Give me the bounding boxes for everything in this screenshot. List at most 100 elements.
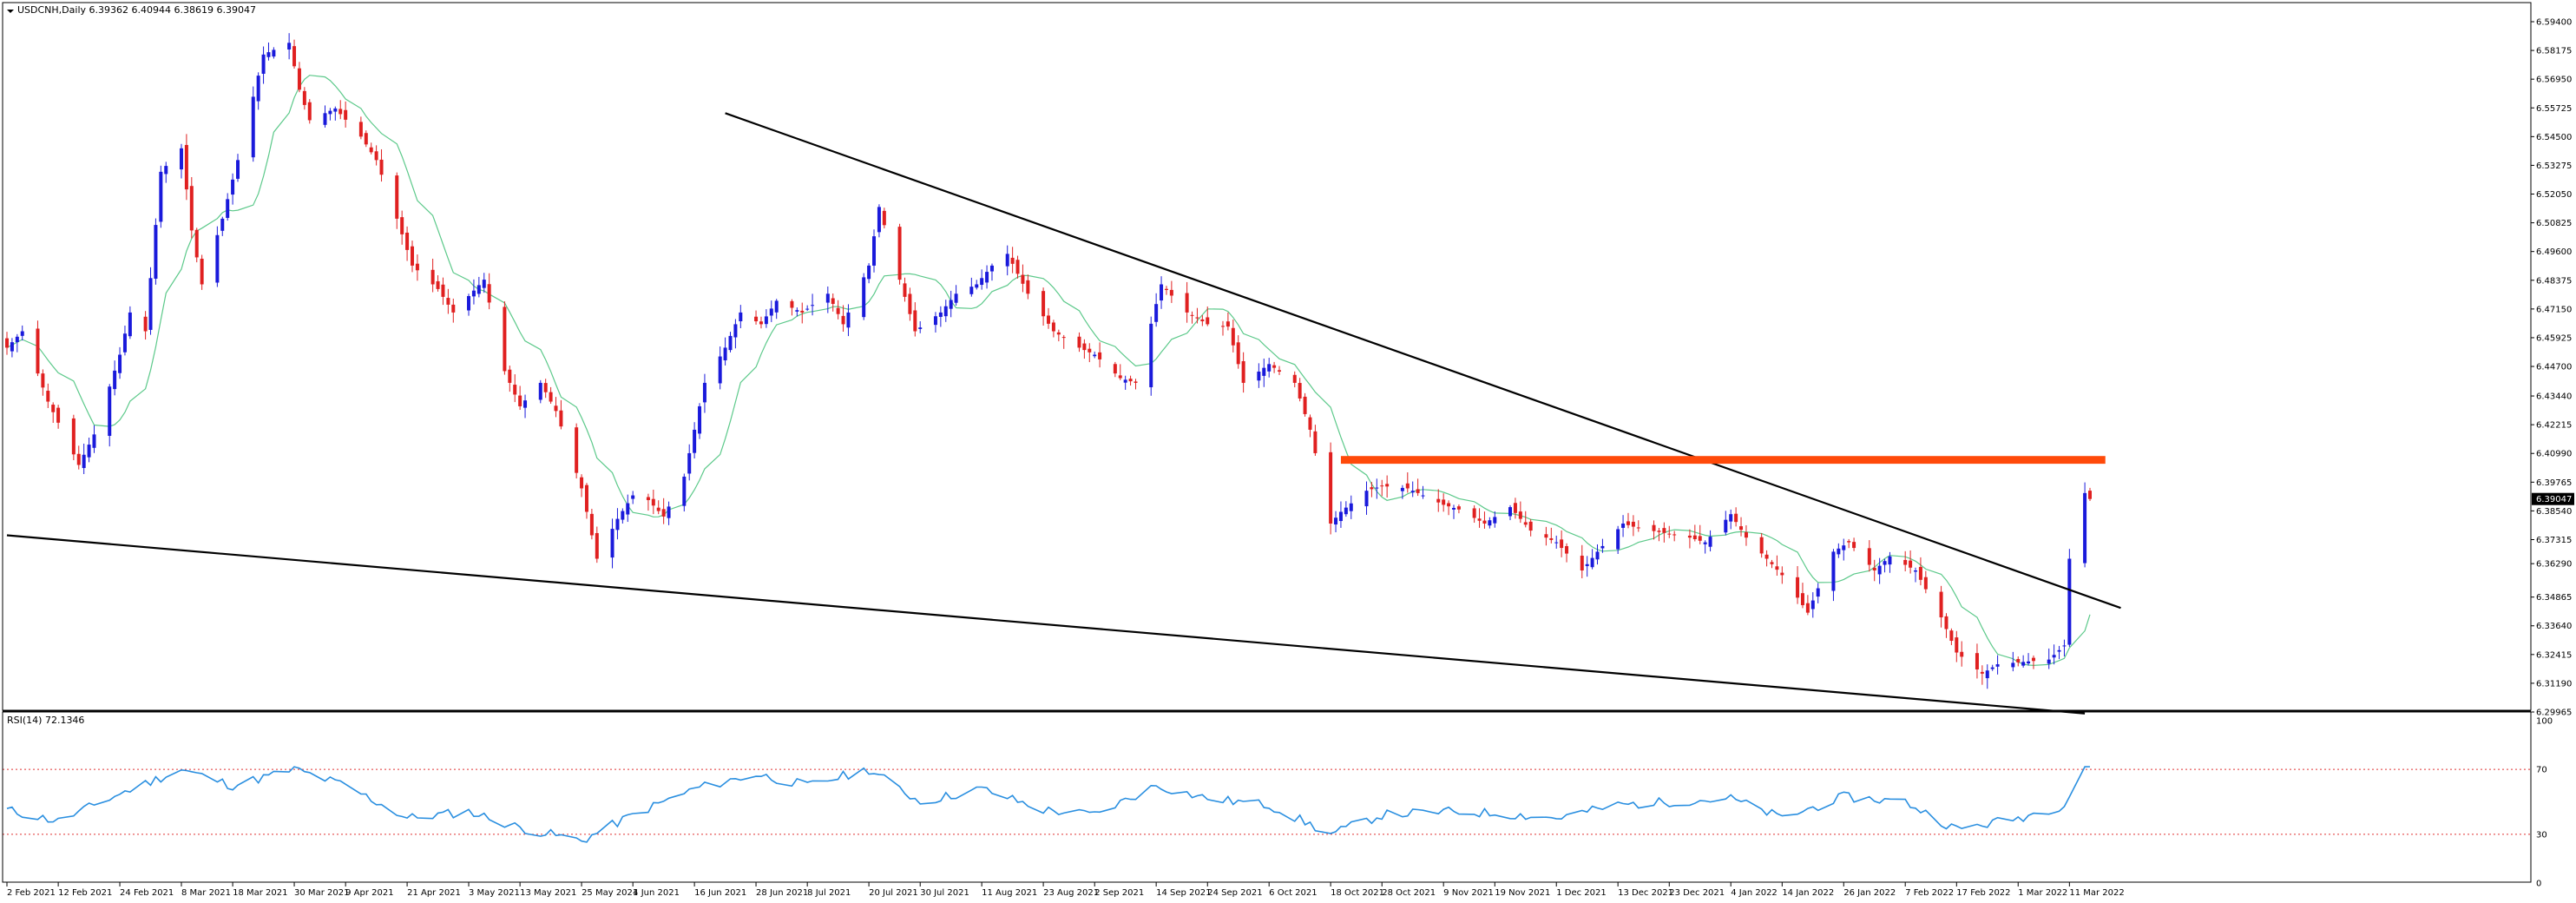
candle-body <box>1955 637 1959 653</box>
candle-body <box>933 316 937 326</box>
candle-body <box>1077 336 1081 348</box>
candle-body <box>903 283 907 297</box>
candle <box>2083 482 2087 568</box>
time-tick-label: 18 Oct 2021 <box>1331 888 1384 898</box>
candle <box>1278 366 1282 375</box>
candle <box>1698 524 1702 544</box>
candle-body <box>379 159 384 175</box>
candle-body <box>231 179 235 195</box>
candle <box>415 254 419 281</box>
candle-body <box>36 328 40 374</box>
candle-body <box>1154 304 1159 322</box>
candle-body <box>10 342 14 352</box>
candle <box>1872 559 1876 582</box>
candle-body <box>554 405 558 412</box>
candle <box>1914 567 1918 583</box>
time-tick-label: 19 Nov 2021 <box>1495 888 1550 898</box>
resistance-zone <box>1340 456 2106 465</box>
candle-body <box>1338 511 1343 522</box>
candle <box>543 379 548 399</box>
candle <box>76 445 81 470</box>
candle-body <box>1329 452 1333 524</box>
candle-body <box>918 327 923 329</box>
candle <box>1734 507 1738 527</box>
candle-body <box>1508 507 1513 517</box>
candle-body <box>1160 284 1164 301</box>
candle-body <box>862 277 866 318</box>
candle-body <box>1990 667 1994 669</box>
candle-body <box>841 315 845 325</box>
candle-body <box>631 495 635 499</box>
candle-body <box>980 278 984 286</box>
candle <box>1056 329 1061 342</box>
candle-body <box>2057 649 2061 652</box>
candle <box>1621 515 1626 537</box>
candle-body <box>1518 511 1522 519</box>
candle <box>236 154 240 182</box>
candle <box>379 148 384 182</box>
candle <box>1400 484 1404 499</box>
candle-body <box>718 356 722 384</box>
candle-body <box>913 310 917 332</box>
candle-body <box>682 476 687 506</box>
candle <box>87 437 91 463</box>
candle-body <box>1544 534 1548 538</box>
candle <box>1380 479 1384 497</box>
candle <box>584 483 588 519</box>
candle-body <box>1698 536 1702 541</box>
price-tick-label: 6.31190 <box>2536 679 2572 689</box>
candle <box>1585 556 1589 577</box>
candle <box>1206 306 1210 326</box>
candle-body <box>400 217 404 234</box>
candle <box>46 383 50 408</box>
candle <box>395 172 399 229</box>
candle-body <box>261 54 266 74</box>
candle <box>1692 524 1697 542</box>
candle <box>1313 425 1318 456</box>
time-tick-label: 11 Mar 2022 <box>2069 888 2124 898</box>
candle <box>943 300 948 322</box>
chevron-down-icon[interactable] <box>7 10 14 13</box>
candle-body <box>1662 528 1666 533</box>
candle-body <box>159 171 163 222</box>
candle <box>287 33 292 60</box>
candle-body <box>1195 317 1199 319</box>
candle-body <box>1493 517 1497 524</box>
candle-body <box>1047 315 1050 324</box>
candle-body <box>693 429 697 453</box>
candle <box>1672 531 1677 542</box>
candle <box>369 142 373 155</box>
candle <box>831 293 835 312</box>
candle <box>400 210 404 245</box>
candle <box>2088 487 2092 502</box>
candle <box>5 332 9 355</box>
candle-body <box>251 96 255 158</box>
candle-body <box>2067 558 2072 645</box>
candle-body <box>1134 381 1138 383</box>
candle-body <box>358 122 363 137</box>
candle-body <box>949 300 953 309</box>
candle-body <box>2062 645 2067 647</box>
candle-body <box>723 347 727 361</box>
candle <box>108 384 112 447</box>
candle <box>903 277 907 302</box>
candle-body <box>1349 503 1353 511</box>
candle-body <box>369 147 373 153</box>
candle <box>1200 315 1205 326</box>
candle <box>1780 566 1784 584</box>
candle <box>1626 512 1630 529</box>
candle <box>1600 538 1605 553</box>
candle-body <box>1375 487 1379 489</box>
candle <box>1667 525 1672 538</box>
candle-body <box>2027 661 2031 664</box>
time-tick-label: 8 Jul 2021 <box>807 888 851 898</box>
candle-body <box>1410 491 1415 493</box>
candle-body <box>698 405 702 434</box>
candle-body <box>1554 542 1559 544</box>
candle-body <box>1939 591 1943 618</box>
candle <box>226 193 230 221</box>
candle-body <box>2011 662 2015 668</box>
candle <box>575 423 579 479</box>
candle-body <box>1226 321 1230 327</box>
